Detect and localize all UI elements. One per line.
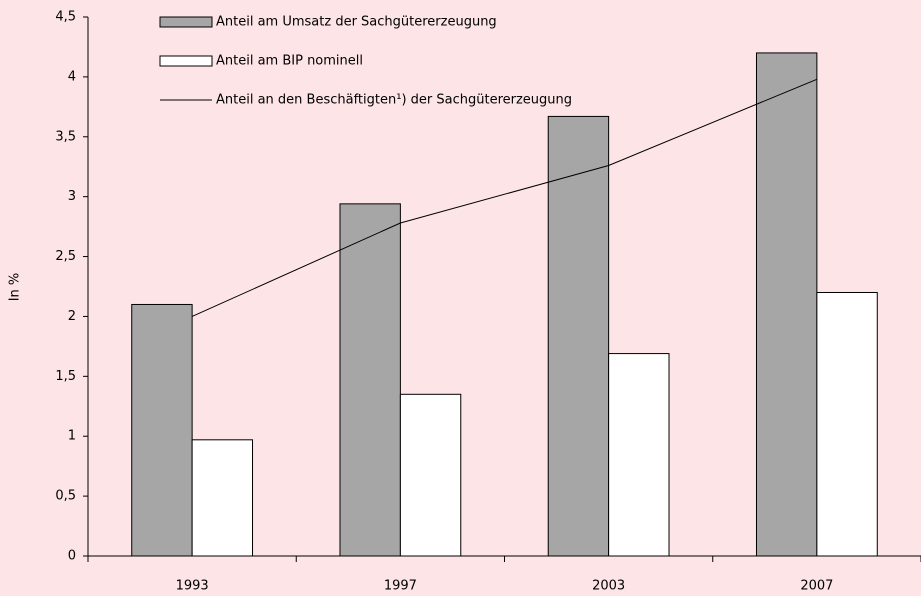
line (191, 78, 818, 317)
x-tick-label: 1997 (384, 579, 417, 594)
bar (547, 115, 610, 557)
x-tick-label: 1993 (176, 579, 209, 594)
x-tick-label: 2003 (592, 579, 625, 594)
legend-swatch (159, 16, 213, 28)
y-tick-label: 1,5 (55, 369, 76, 384)
bar (608, 353, 670, 557)
legend-label: Anteil an den Beschäftigten¹) der Sachgü… (216, 93, 572, 108)
y-axis-label: In % (8, 273, 23, 302)
y-tick-label: 2 (68, 309, 76, 324)
bar (755, 52, 818, 557)
y-tick-label: 0,5 (55, 489, 76, 504)
legend-label: Anteil am Umsatz der Sachgütererzeugung (216, 15, 497, 30)
legend-swatch (159, 55, 213, 67)
y-tick-label: 0 (68, 549, 76, 564)
y-tick-label: 4,5 (55, 10, 76, 25)
y-tick-label: 3 (68, 189, 76, 204)
x-tick-label: 2007 (800, 579, 833, 594)
bar (816, 291, 878, 557)
bar (131, 303, 193, 557)
bar (399, 393, 462, 557)
y-tick-label: 4 (68, 69, 76, 84)
legend-label: Anteil am BIP nominell (216, 54, 363, 69)
y-tick-label: 3,5 (55, 129, 76, 144)
bar (339, 203, 401, 557)
y-tick-label: 1 (68, 429, 76, 444)
y-tick-label: 2,5 (55, 249, 76, 264)
bar (191, 439, 254, 557)
